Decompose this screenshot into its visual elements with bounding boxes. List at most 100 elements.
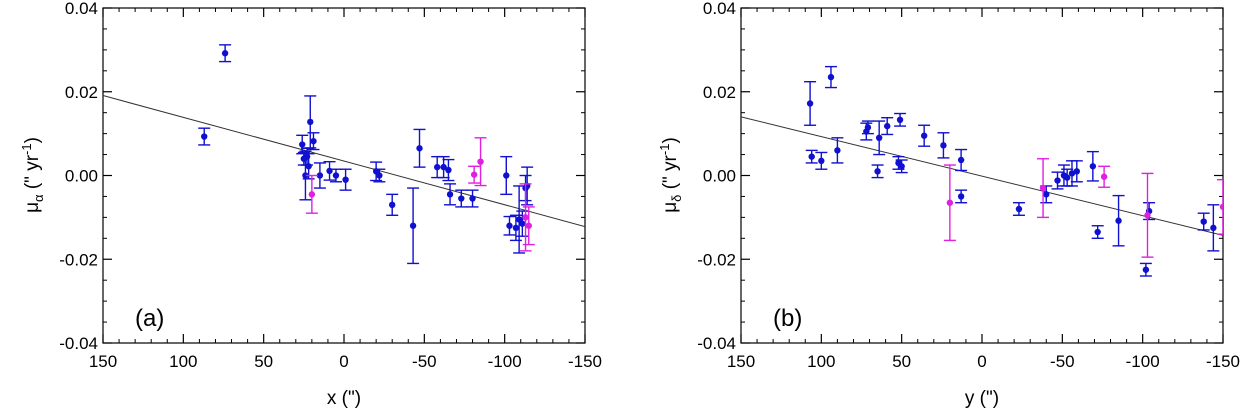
data-point [519,220,526,227]
data-point [310,137,317,145]
data-point [957,193,965,200]
x-tick-label: -150 [1206,352,1240,371]
fit-line [103,95,585,228]
data-point [874,168,881,175]
data-point [376,172,383,179]
data-point [201,133,208,140]
x-tick-label: -100 [1126,352,1160,371]
x-tick-label: 100 [169,352,197,371]
data-point [1063,174,1071,181]
fit-line-group [741,116,1223,236]
x-tick-label: 100 [807,352,835,371]
data-point [834,147,841,154]
panel-b: 150 100 50 0 -50 -100 -150 0.04 0.02 0.00 -0.02 -0.… [657,0,1240,409]
x-tick-label: -100 [488,352,522,371]
data-point [305,163,312,170]
y-tick-label: -0.02 [697,250,736,269]
data-point [896,116,904,124]
y-tick-label: 0.02 [65,83,98,102]
y-tick-label: 0.00 [65,167,98,186]
data-point [446,191,454,198]
data-point [512,224,520,232]
y-tick-label: -0.04 [697,334,736,353]
x-tick-label: 50 [892,352,911,371]
panel-label: (a) [135,305,164,332]
data-point [1144,212,1151,219]
y-tick-label: 0.00 [703,167,736,186]
y-label-sup: -1 [657,144,672,156]
data-point [477,158,484,165]
data-point [458,195,465,202]
y-tick-label: 0.04 [65,0,98,18]
y-label-close: ) [660,137,681,143]
axis-ticks: 150 100 50 0 -50 -100 -150 0.04 0.02 0.00 -0.02 -0.… [59,0,602,371]
data-point [818,157,825,165]
data-point [827,73,835,81]
data-point [389,201,396,209]
y-label-sub: α [31,194,46,202]
panel-a: 150 100 50 0 -50 -100 -150 0.04 0.02 0.00 -0.02 -0.… [19,0,602,409]
data-point [884,122,891,130]
x-tick-label: -150 [568,352,602,371]
data-point [316,172,324,179]
y-axis-label: μα (" yr-1) [19,137,46,213]
data-points-group [198,44,535,265]
data-point [1219,203,1223,211]
data-point [221,50,229,57]
data-point [416,145,423,152]
y-tick-label: 0.02 [703,83,736,102]
x-tick-label: 150 [727,352,755,371]
data-point [1015,205,1023,213]
data-point [875,134,883,142]
y-label-sup: -1 [19,143,34,155]
y-axis-label: μδ (" yr-1) [657,137,684,213]
fit-line [741,116,1223,236]
data-point [1039,184,1047,192]
data-point [1068,170,1076,177]
x-axis-label: x (") [327,388,361,409]
x-tick-label: -50 [1050,352,1075,371]
data-point [1094,228,1101,236]
data-point [1054,177,1061,184]
data-point [445,166,452,174]
data-point [806,100,814,107]
x-tick-label: 0 [339,352,348,371]
y-label-main: μ [660,202,681,213]
data-point [470,171,478,178]
y-label-main: μ [22,202,43,213]
data-point [308,191,316,198]
data-point [1073,168,1080,175]
x-tick-label: 50 [254,352,273,371]
y-tick-label: -0.04 [59,334,98,353]
data-point [1142,266,1150,273]
data-point [307,118,314,126]
data-point [440,163,447,171]
y-label-rest: (" yr [660,154,681,194]
y-label-sub: δ [669,195,684,202]
data-point [525,222,532,229]
data-point [946,199,954,206]
data-points-group [804,65,1223,277]
data-point [469,195,476,202]
x-tick-label: 0 [977,352,986,371]
data-point [1115,217,1122,224]
data-point [332,172,340,179]
y-tick-label: 0.04 [703,0,736,18]
x-tick-label: -50 [412,352,437,371]
data-point [1089,163,1097,170]
x-axis-label: y (") [965,388,999,409]
plot-frame [740,7,1224,344]
data-point [503,172,510,179]
fit-line-group [103,95,585,228]
y-label-rest: (" yr [22,154,43,194]
data-point [1210,224,1217,232]
data-point [864,124,872,131]
data-point [522,214,529,221]
data-point [433,163,441,171]
data-point [920,132,928,139]
data-point [302,172,309,179]
x-tick-label: 150 [89,352,117,371]
data-point [898,163,905,170]
